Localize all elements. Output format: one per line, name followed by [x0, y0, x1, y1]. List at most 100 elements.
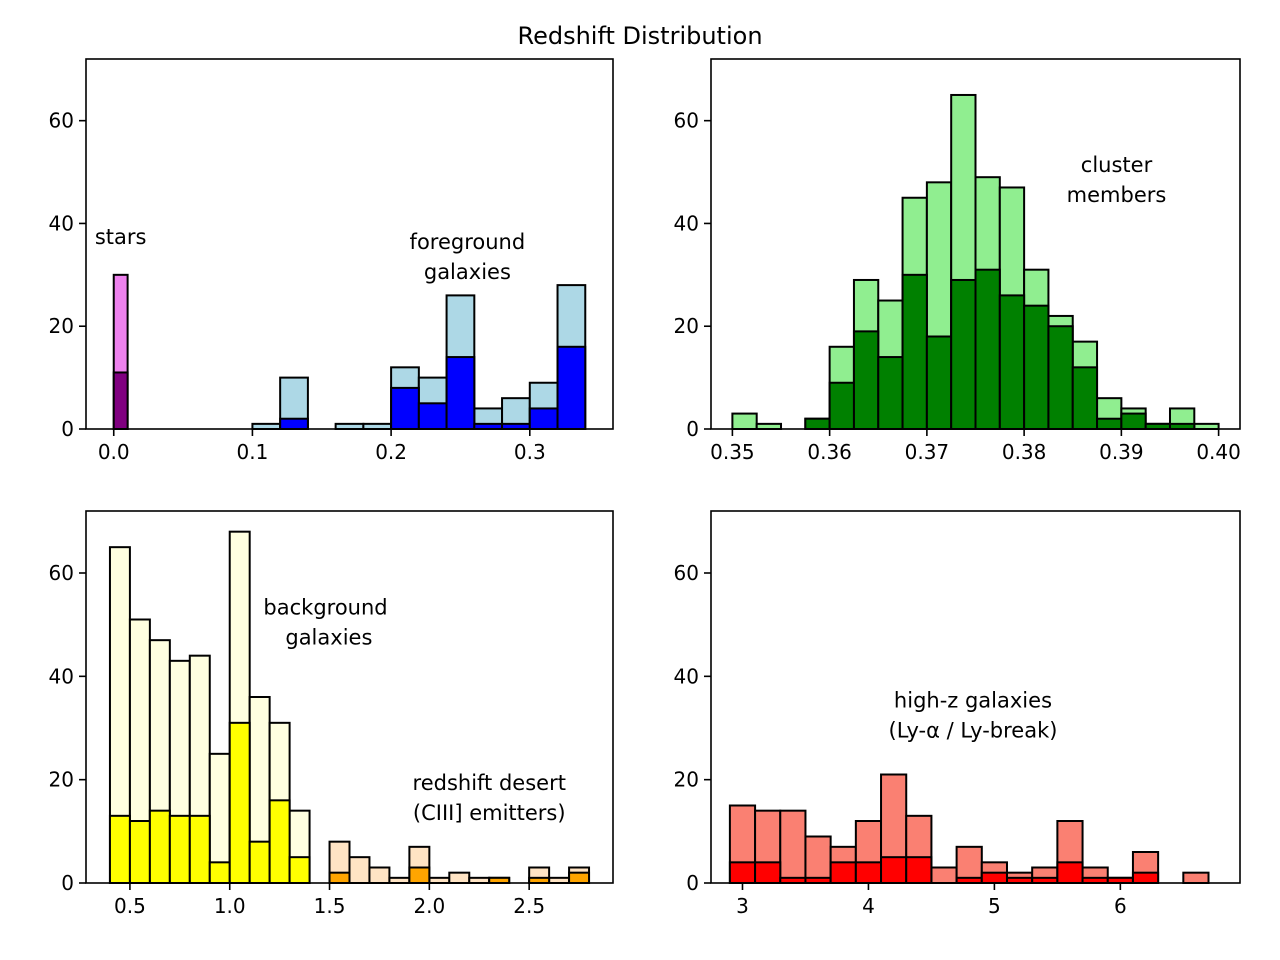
hist-bar — [930, 866, 958, 884]
hist-bar — [112, 371, 129, 430]
hist-bar — [829, 861, 857, 885]
x-tick-label: 1.5 — [314, 894, 346, 918]
axes-frame — [710, 510, 1241, 884]
hist-bar — [128, 820, 151, 884]
hist-bar — [925, 335, 953, 430]
y-tick-label: 40 — [49, 664, 74, 688]
x-tick-label: 0.37 — [905, 440, 950, 464]
hist-bar — [368, 866, 391, 884]
hist-bar — [228, 721, 251, 885]
hist-bar — [148, 809, 171, 884]
y-tick-label: 0 — [61, 417, 74, 441]
hist-bar — [1023, 304, 1050, 431]
hist-bar — [877, 356, 904, 430]
y-tick-label: 60 — [49, 561, 74, 585]
hist-bar — [754, 861, 782, 885]
y-tick-label: 40 — [49, 211, 74, 235]
y-tick-label: 40 — [674, 664, 699, 688]
x-tick-label: 2.5 — [513, 894, 545, 918]
hist-bar — [1071, 366, 1099, 430]
x-tick-label: 0.1 — [237, 440, 269, 464]
hist-bar — [1047, 325, 1074, 430]
hist-bar — [556, 345, 587, 430]
annotation: high-z galaxies (Ly-α / Ly-break) — [889, 688, 1058, 742]
x-tick-label: 0.3 — [514, 440, 546, 464]
hist-bar — [448, 871, 471, 884]
hist-bar — [1096, 417, 1123, 431]
hist-bar — [854, 861, 883, 885]
hist-bar — [279, 417, 309, 431]
y-tick-label: 20 — [49, 768, 74, 792]
hist-bar — [568, 871, 591, 884]
y-tick-label: 0 — [61, 871, 74, 895]
hist-bar — [728, 861, 757, 885]
annotation: stars — [95, 225, 147, 249]
hist-bar — [348, 856, 371, 884]
x-tick-label: 0.39 — [1099, 440, 1144, 464]
hist-bar — [905, 856, 933, 884]
x-tick-label: 0.36 — [807, 440, 852, 464]
y-tick-label: 60 — [674, 109, 699, 133]
hist-bar — [804, 835, 832, 884]
x-tick-label: 6 — [1114, 894, 1127, 918]
hist-bar — [1131, 871, 1160, 884]
x-tick-label: 0.2 — [375, 440, 407, 464]
hist-bar — [188, 814, 211, 885]
hist-bar — [168, 814, 191, 885]
hist-bar — [731, 412, 758, 430]
annotation: foreground galaxies — [410, 230, 526, 284]
x-tick-label: 0.35 — [710, 440, 755, 464]
y-tick-label: 20 — [49, 314, 74, 338]
x-tick-label: 5 — [988, 894, 1001, 918]
hist-bar — [828, 381, 855, 430]
y-tick-label: 20 — [674, 768, 699, 792]
hist-bar — [1120, 412, 1147, 430]
hist-bar — [980, 871, 1008, 884]
annotation: redshift desert (CIII] emitters) — [413, 771, 566, 825]
hist-bar — [268, 799, 291, 885]
x-tick-label: 2.0 — [413, 894, 445, 918]
subplot-cluster-members: 0.35 0.36 0.37 0.38 0.39 0.40 0 20 40 60 cluster me… — [674, 58, 1241, 464]
hist-bar — [288, 856, 311, 884]
hist-bar — [108, 814, 131, 885]
x-tick-label: 1.0 — [214, 894, 246, 918]
x-tick-label: 0.40 — [1196, 440, 1241, 464]
hist-bar — [390, 386, 420, 431]
y-tick-label: 0 — [686, 871, 699, 895]
hist-bar — [852, 330, 880, 430]
hist-bar — [998, 294, 1026, 431]
figure-title: Redshift Distribution — [517, 22, 762, 50]
hist-bar — [974, 268, 1001, 430]
y-tick-label: 0 — [686, 417, 699, 441]
annotation: cluster members — [1067, 153, 1167, 207]
hist-bar — [804, 417, 831, 431]
hist-bar — [528, 407, 559, 431]
hist-bar — [417, 402, 448, 430]
subplot-background-galaxies: 0.5 1.0 1.5 2.0 2.5 0 20 40 60 background galaxie… — [49, 510, 614, 918]
hist-bar — [1182, 871, 1210, 884]
subplot-foreground-stars: 0.0 0.1 0.2 0.3 0 20 40 60 stars foreground galaxi… — [49, 58, 614, 464]
annotation: background galaxies — [263, 595, 387, 649]
x-tick-label: 0.0 — [98, 440, 130, 464]
hist-bar — [880, 856, 908, 884]
hist-bar — [328, 871, 351, 884]
axes-frame — [85, 58, 614, 430]
y-tick-label: 60 — [674, 561, 699, 585]
x-tick-label: 4 — [862, 894, 875, 918]
hist-bar — [1056, 861, 1084, 885]
y-tick-label: 20 — [674, 314, 699, 338]
axes-frame — [710, 58, 1241, 430]
x-tick-label: 0.38 — [1002, 440, 1047, 464]
hist-bar — [950, 278, 977, 430]
axes-frame — [85, 510, 614, 884]
hist-bar — [248, 840, 271, 884]
y-tick-label: 60 — [49, 109, 74, 133]
hist-bar — [901, 273, 928, 430]
hist-bar — [445, 356, 476, 430]
hist-bar — [408, 866, 431, 884]
hist-bar — [779, 809, 807, 884]
y-tick-label: 40 — [674, 211, 699, 235]
hist-bar — [208, 861, 231, 885]
